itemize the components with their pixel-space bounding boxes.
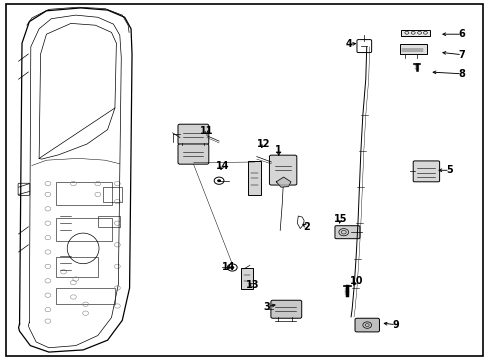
- FancyBboxPatch shape: [240, 268, 253, 289]
- Text: 14: 14: [222, 262, 235, 273]
- Text: 15: 15: [333, 213, 346, 224]
- FancyBboxPatch shape: [399, 44, 426, 54]
- FancyBboxPatch shape: [354, 318, 379, 332]
- FancyBboxPatch shape: [334, 226, 359, 239]
- FancyBboxPatch shape: [178, 144, 208, 164]
- Circle shape: [230, 266, 234, 269]
- Text: 7: 7: [458, 50, 465, 60]
- Bar: [56, 288, 115, 304]
- Text: 2: 2: [303, 222, 309, 232]
- Text: 4: 4: [345, 39, 351, 49]
- FancyBboxPatch shape: [269, 155, 296, 185]
- FancyBboxPatch shape: [178, 124, 208, 144]
- Text: 6: 6: [458, 29, 465, 39]
- Bar: [56, 218, 112, 241]
- Bar: [98, 216, 120, 227]
- FancyBboxPatch shape: [412, 161, 439, 182]
- Text: 12: 12: [257, 139, 270, 149]
- Text: 10: 10: [349, 276, 363, 286]
- Text: 9: 9: [392, 320, 399, 330]
- Text: 3: 3: [263, 302, 269, 312]
- Text: 14: 14: [215, 161, 229, 171]
- Bar: [102, 187, 122, 202]
- Text: 13: 13: [245, 280, 259, 291]
- FancyBboxPatch shape: [248, 161, 261, 195]
- Text: 8: 8: [458, 69, 465, 79]
- Text: 5: 5: [446, 165, 452, 175]
- Polygon shape: [276, 177, 290, 187]
- Bar: [56, 182, 112, 205]
- Text: 1: 1: [275, 145, 282, 156]
- Bar: [56, 257, 98, 277]
- FancyBboxPatch shape: [400, 30, 429, 36]
- FancyBboxPatch shape: [270, 300, 301, 318]
- Text: 11: 11: [199, 126, 213, 136]
- Circle shape: [217, 179, 221, 182]
